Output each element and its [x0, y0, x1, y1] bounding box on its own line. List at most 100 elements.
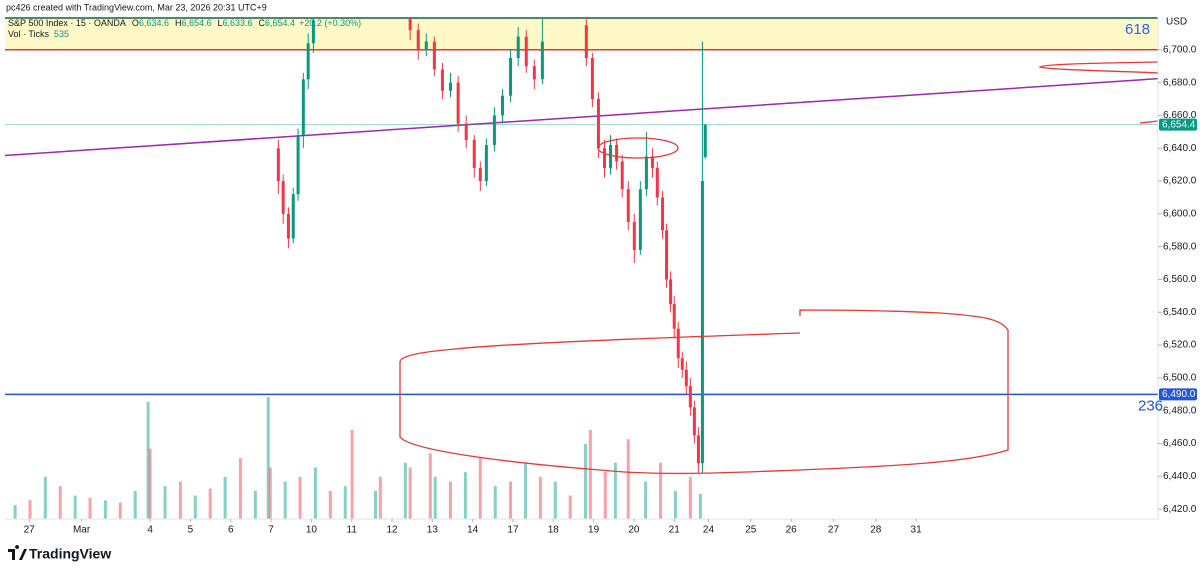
- candle-body: [448, 82, 452, 91]
- volume-bar: [538, 476, 542, 519]
- candle-body: [684, 369, 688, 387]
- volume-bar: [673, 490, 677, 519]
- x-tick-label: 27: [828, 525, 840, 536]
- drawing: [1038, 61, 1158, 74]
- candle-body: [661, 197, 665, 231]
- candle-body: [680, 358, 684, 370]
- y-tick-label: 6,640.0: [1163, 143, 1197, 154]
- y-tick-label: 6,600.0: [1163, 209, 1197, 220]
- candle-body: [296, 135, 300, 195]
- volume-bar: [588, 429, 592, 519]
- candle-body: [464, 123, 468, 141]
- candle-body: [291, 194, 295, 239]
- legend: S&P 500 Index · 15 · OANDA O6,634.6 H6,654…: [8, 18, 361, 39]
- y-tick-label: 6,540.0: [1163, 307, 1197, 318]
- volume-bar: [313, 467, 317, 519]
- currency: USD: [1166, 17, 1187, 28]
- candle-body: [696, 435, 700, 464]
- y-tick-label: 6,480.0: [1163, 405, 1197, 416]
- x-tick-label: 4: [147, 525, 153, 536]
- candle-body: [655, 167, 659, 198]
- x-tick-label: Mar: [73, 525, 91, 536]
- candle-body: [590, 58, 594, 100]
- x-tick-label: 13: [427, 525, 439, 536]
- candle-body: [615, 144, 619, 162]
- volume-bar: [509, 481, 513, 519]
- y-tick-label: 6,420.0: [1163, 504, 1197, 515]
- x-tick-label: 17: [507, 525, 519, 536]
- candle-body: [456, 82, 460, 124]
- candle-body: [440, 69, 444, 91]
- candle-body: [703, 124, 707, 158]
- volume-bar: [478, 458, 482, 519]
- candle-body: [432, 41, 436, 70]
- volume-bar: [328, 490, 332, 519]
- trendline: [5, 77, 1158, 157]
- candle-body: [524, 36, 528, 67]
- volume-bar: [493, 486, 497, 519]
- volume-bar: [28, 500, 32, 519]
- x-tick-label: 6: [228, 525, 234, 536]
- logo-mark: [8, 545, 27, 560]
- drawing: [1139, 120, 1158, 124]
- y-tick-label: 6,680.0: [1163, 77, 1197, 88]
- volume-bar: [343, 486, 347, 519]
- volume-bar: [208, 488, 212, 519]
- volume-bar: [13, 504, 17, 519]
- y-tick-label: 6,660.0: [1163, 110, 1197, 121]
- candle-body: [676, 328, 680, 359]
- candle-body: [306, 43, 310, 80]
- volume-bar: [298, 476, 302, 519]
- x-tick-label: 31: [911, 525, 923, 536]
- ohlc-value: 6,634.6: [139, 18, 169, 28]
- zone-label: 618: [1125, 21, 1150, 38]
- candle-body: [281, 181, 285, 214]
- volume-bar: [350, 429, 354, 519]
- candle-body: [500, 95, 504, 116]
- candle-body: [692, 407, 696, 436]
- volume-bar: [448, 481, 452, 519]
- ohlc-key: L: [217, 18, 222, 28]
- volume-bar: [408, 467, 412, 519]
- volume-bar: [403, 462, 407, 519]
- volume-bar: [378, 476, 382, 519]
- candle-body: [650, 156, 654, 168]
- volume-bar: [178, 481, 182, 519]
- volume-bar: [163, 486, 167, 519]
- x-tick-label: 20: [628, 525, 640, 536]
- candle-body: [609, 144, 613, 168]
- candle-body: [669, 279, 673, 305]
- volume-bar: [373, 490, 377, 519]
- volume-bar: [463, 472, 467, 519]
- x-tick-label: 27: [24, 525, 36, 536]
- drawing: [399, 309, 1009, 475]
- candle-body: [532, 66, 536, 80]
- volume-bar: [283, 481, 287, 519]
- y-tick-label: 6,500.0: [1163, 373, 1197, 384]
- candle-body: [408, 18, 412, 31]
- candle-body: [584, 25, 588, 59]
- volume-bar: [118, 502, 122, 519]
- candle-body: [665, 230, 669, 280]
- volume-bar: [268, 467, 272, 519]
- candle-body: [478, 167, 482, 182]
- x-tick-label: 18: [548, 525, 560, 536]
- volume-bar: [88, 497, 92, 519]
- candle-body: [424, 41, 428, 50]
- y-tick-label: 6,460.0: [1163, 438, 1197, 449]
- volume-bar: [193, 495, 197, 519]
- volume-bar: [626, 439, 630, 519]
- volume-bar: [523, 462, 527, 519]
- x-tick-label: 21: [669, 525, 681, 536]
- volume-bar: [688, 476, 692, 519]
- symbol: S&P 500 Index · 15 · OANDA: [8, 18, 126, 28]
- x-tick-label: 12: [386, 525, 398, 536]
- y-tick-label: 6,520.0: [1163, 340, 1197, 351]
- volume-bar: [148, 448, 152, 519]
- x-tick-label: 11: [347, 525, 358, 536]
- candle-body: [620, 161, 624, 190]
- volume-bar: [58, 486, 62, 519]
- change: +20.2 (+0.30%): [299, 18, 361, 28]
- candle-body: [484, 144, 488, 182]
